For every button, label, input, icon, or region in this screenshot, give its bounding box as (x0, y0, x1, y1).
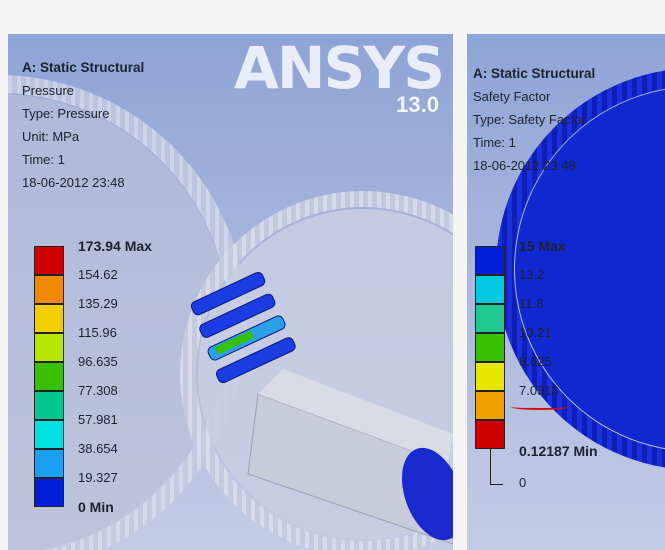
legend-swatch (34, 391, 64, 420)
legend-value: 7.0313 (519, 383, 559, 398)
legend-swatch (34, 304, 64, 333)
legend-swatch (475, 333, 505, 362)
ansys-version: 13.0 (396, 92, 439, 117)
result-time: Time: 1 (473, 135, 516, 150)
legend-zero-tick (490, 449, 503, 485)
analysis-title: A: Static Structural (22, 60, 145, 75)
legend-swatch (475, 391, 505, 420)
safety-factor-result-viewport[interactable]: A: Static Structural Safety Factor Type:… (467, 34, 665, 550)
pressure-color-legend[interactable]: 173.94 Max 154.62 135.29 115.96 96.635 7… (34, 238, 214, 526)
result-name: Safety Factor (473, 89, 551, 104)
result-type: Type: Safety Factor (473, 112, 586, 127)
result-time: Time: 1 (22, 152, 65, 167)
result-date: 18-06-2012 23:48 (473, 158, 576, 173)
legend-swatch (475, 304, 505, 333)
legend-swatch (34, 246, 64, 275)
legend-value: 96.635 (78, 354, 118, 369)
legend-swatch (34, 449, 64, 478)
legend-value: 57.981 (78, 412, 118, 427)
analysis-title: A: Static Structural (473, 66, 596, 81)
result-unit: Unit: MPa (22, 129, 80, 144)
legend-max-label: 173.94 Max (78, 238, 152, 254)
result-date: 18-06-2012 23:48 (22, 175, 125, 190)
legend-value: 8.625 (519, 354, 552, 369)
result-type: Type: Pressure (22, 106, 110, 121)
pressure-result-viewport[interactable]: ANSYS 13.0 A: Static Structural Pressure… (8, 34, 453, 550)
legend-swatch (475, 420, 505, 449)
legend-swatch (34, 362, 64, 391)
legend-swatch (34, 478, 64, 507)
legend-value: 10.21 (519, 325, 552, 340)
legend-value: 135.29 (78, 296, 118, 311)
legend-value: 11.8 (519, 296, 544, 311)
legend-zero-label: 0 (519, 475, 527, 490)
legend-min-label: 0 Min (78, 499, 114, 515)
legend-swatch (475, 362, 505, 391)
legend-swatch (475, 275, 505, 304)
legend-swatch (34, 275, 64, 304)
legend-swatch (34, 333, 64, 362)
annotation-underline (511, 404, 569, 410)
safety-factor-color-legend[interactable]: 15 Max 13.2 11.8 10.21 8.625 7.0313 0.12… (475, 238, 655, 526)
legend-swatch (475, 246, 505, 275)
legend-value: 77.308 (78, 383, 118, 398)
legend-value: 13.2 (519, 267, 545, 282)
legend-min-label: 0.12187 Min (519, 443, 598, 459)
legend-value: 19.327 (78, 470, 118, 485)
gear-model-graphic (496, 70, 665, 468)
legend-value: 115.96 (78, 325, 117, 340)
legend-value: 38.654 (78, 441, 118, 456)
result-name: Pressure (22, 83, 75, 98)
legend-value: 154.62 (78, 267, 118, 282)
result-info-block: A: Static Structural Pressure Type: Pres… (22, 56, 144, 194)
ansys-logo: ANSYS (234, 34, 445, 102)
legend-max-label: 15 Max (519, 238, 566, 254)
result-info-block: A: Static Structural Safety Factor Type:… (473, 62, 595, 177)
legend-swatch (34, 420, 64, 449)
